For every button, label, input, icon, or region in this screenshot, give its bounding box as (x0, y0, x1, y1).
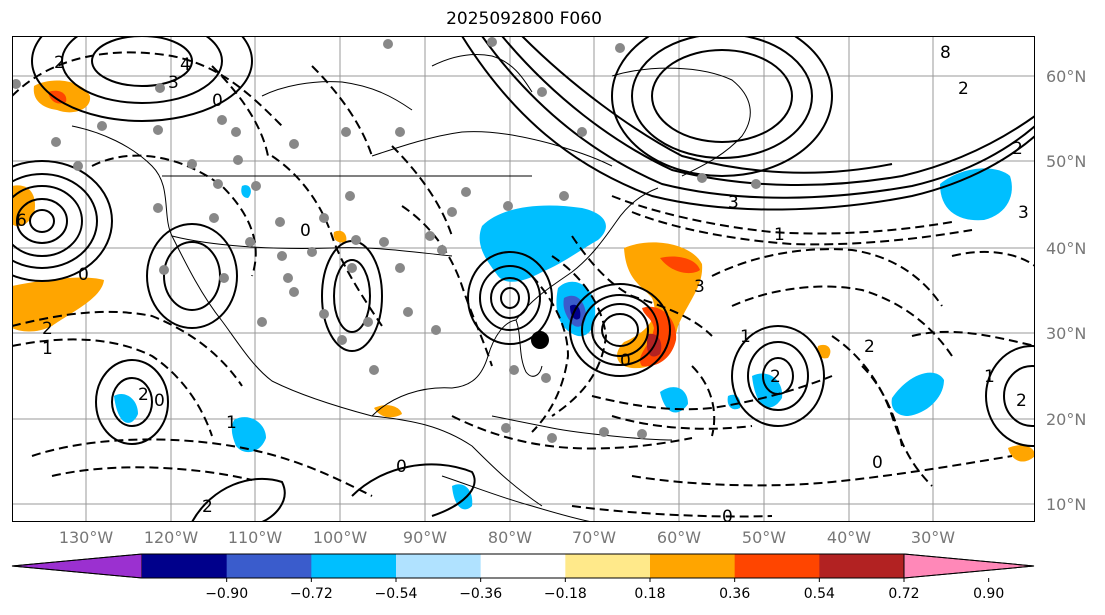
contour-label: 1 (226, 413, 237, 433)
colorbar-tick-label: −0.54 (374, 586, 418, 602)
colorbar-tick-label: 0.36 (719, 586, 751, 602)
contour-label: 6 (16, 211, 27, 231)
contour-label: 0 (872, 453, 883, 473)
lon-label-60w: 60°W (656, 528, 702, 547)
fill-orange-east-tip (1008, 445, 1035, 462)
dashed-contours (12, 51, 1035, 518)
storm-center-marker (531, 331, 549, 349)
lat-label-20n: 20°N (1046, 410, 1087, 429)
colorbar-cell (734, 554, 820, 578)
contour-label: 3 (694, 277, 705, 297)
lat-label-60n: 60°N (1046, 67, 1087, 86)
colorbar-tick-label: 0.90 (973, 586, 1005, 602)
contour-label: 8 (940, 43, 951, 63)
fill-blue-east-atlantic (891, 372, 944, 416)
fill-blue-caribbean-east (660, 387, 688, 413)
lon-label-70w: 70°W (571, 528, 617, 547)
map-title: 2025092800 F060 (446, 9, 602, 29)
fill-orange-texas (333, 230, 347, 243)
lon-label-90w: 90°W (402, 528, 448, 547)
fill-red-gulf-of-alaska (48, 90, 67, 104)
fill-blue-northeast-us (479, 205, 606, 282)
lon-label-100w: 100°W (312, 528, 368, 547)
fill-blue-pacific-south (114, 394, 138, 423)
lon-label-30w: 30°W (910, 528, 956, 547)
contour-label: 3 (168, 73, 179, 93)
colorbar-tick-label: −0.72 (289, 586, 333, 602)
fill-orange-pacific-southwest (12, 277, 104, 332)
contour-label: 4 (180, 55, 191, 75)
colorbar-cell (311, 554, 397, 578)
colorbar-cell (396, 554, 482, 578)
colorbar-extend-low (11, 553, 143, 579)
map-frame (12, 36, 1035, 522)
coastlines (71, 53, 751, 522)
colorbar (11, 553, 1035, 582)
lon-label-80w: 80°W (487, 528, 533, 547)
lat-label-50n: 50°N (1046, 152, 1087, 171)
contour-label: 2 (958, 79, 969, 99)
colorbar-tick-label: 0.18 (634, 586, 666, 602)
colorbar-outline (11, 553, 1035, 579)
map-panel: 2 4 3 0 6 8 2 1 2 3 0 2 1 0 2 3 0 2 1 2 … (12, 36, 1035, 522)
fill-blue-panama (452, 484, 473, 510)
contour-label: 3 (1018, 203, 1029, 223)
contour-label: 2 (42, 319, 53, 339)
contour-label: 2 (1016, 391, 1027, 411)
contour-label: 0 (154, 391, 165, 411)
lat-label-40n: 40°N (1046, 239, 1087, 258)
colorbar-tick-label: −0.18 (543, 586, 587, 602)
contour-label: 2 (1012, 139, 1023, 159)
colorbar-cell (142, 554, 228, 578)
colorbar-tick-label: 0.54 (803, 586, 835, 602)
contour-label: 1 (740, 327, 751, 347)
contour-labels: 2 4 3 0 6 8 2 1 2 3 0 2 1 0 2 3 0 2 1 2 … (16, 43, 1029, 522)
contour-label: 1 (984, 367, 995, 387)
contour-label: 0 (722, 507, 733, 522)
contour-label: 2 (138, 385, 149, 405)
contour-label: 0 (300, 221, 311, 241)
colorbar-tick-label: −0.90 (205, 586, 249, 602)
colorbar-cell (819, 554, 905, 578)
colorbar-cell (226, 554, 312, 578)
contour-label: 2 (202, 497, 213, 517)
lon-label-40w: 40°W (826, 528, 872, 547)
colorbar-tick-label: −0.36 (459, 586, 503, 602)
colorbar-cell (650, 554, 736, 578)
contour-label: 0 (78, 265, 89, 285)
lon-label-120w: 120°W (143, 528, 199, 547)
lon-label-130w: 130°W (58, 528, 114, 547)
contour-label: 3 (728, 193, 739, 213)
solid-contours (12, 36, 1035, 522)
fill-blue-eastern-pacific (231, 417, 266, 453)
contour-label: 0 (212, 91, 223, 111)
fill-redorange-north (660, 256, 700, 274)
colorbar-tick-label: 0.72 (888, 586, 920, 602)
lon-label-110w: 110°W (227, 528, 283, 547)
lat-label-10n: 10°N (1046, 495, 1087, 514)
colorbar-cell (565, 554, 651, 578)
observation-dots (12, 37, 761, 443)
lon-label-50w: 50°W (741, 528, 787, 547)
contour-label: 1 (774, 225, 785, 245)
contour-label: 2 (864, 337, 875, 357)
contour-label: 1 (42, 339, 53, 359)
colorbar-extend-high (903, 553, 1035, 579)
contour-label: 0 (620, 351, 631, 371)
colorbar-cell (480, 554, 566, 578)
contour-label: 0 (396, 457, 407, 477)
contour-label: 2 (770, 367, 781, 387)
lat-label-30n: 30°N (1046, 324, 1087, 343)
fill-blue-small-2 (241, 185, 251, 198)
contour-label: 2 (54, 53, 65, 73)
